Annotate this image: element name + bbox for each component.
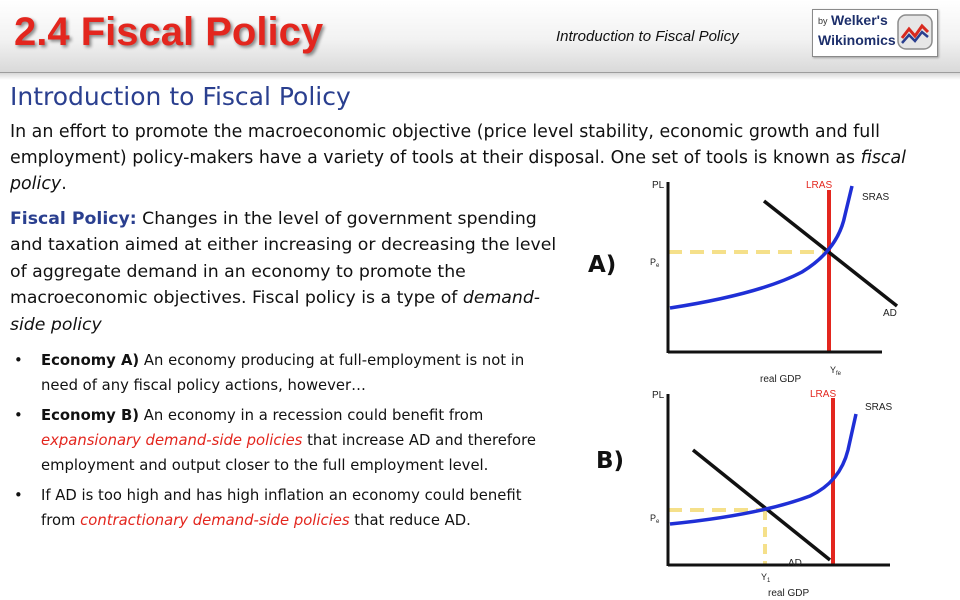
intro-end: . bbox=[61, 174, 67, 194]
slide-header bbox=[0, 0, 960, 73]
bullet-list: • Economy A) An economy producing at ful… bbox=[14, 348, 554, 538]
graph-a-sras-label: SRAS bbox=[862, 192, 890, 203]
graph-a-sras-curve bbox=[669, 185, 854, 310]
bullet-text: If AD is too high and has high inflation… bbox=[41, 487, 522, 529]
fiscal-policy-text: Changes in the level of government spend… bbox=[10, 209, 557, 309]
graph-b-label: B) bbox=[596, 448, 625, 474]
graph-a-ad-label: AD bbox=[883, 308, 897, 319]
graph-a-ad-line bbox=[762, 199, 899, 308]
bullet-tail: that increase AD and therefore employmen… bbox=[41, 432, 536, 474]
bullet-text: An economy in a recession could benefit … bbox=[139, 407, 484, 424]
intro-emphasis: fiscal policy bbox=[10, 148, 906, 194]
logo-sub-text: Wikinomics bbox=[818, 32, 896, 48]
intro-paragraph: In an effort to promote the macroeconomi… bbox=[10, 119, 955, 197]
graph-a-y-axis-label: PL bbox=[652, 180, 665, 191]
graph-b-sras-curve bbox=[669, 413, 858, 526]
fiscal-policy-term: Fiscal Policy: bbox=[10, 209, 137, 229]
graph-b-x-axis-label: real GDP bbox=[768, 588, 809, 599]
graph-b: PL LRAS SRAS AD Pe Y1 real GDP bbox=[650, 389, 893, 599]
section-heading: Introduction to Fiscal Policy bbox=[10, 82, 351, 111]
graph-a-x-axis-label: real GDP bbox=[760, 374, 801, 385]
logo-name-text: Welker's bbox=[831, 12, 888, 28]
graph-a-lras-label: LRAS bbox=[806, 180, 832, 191]
bullet-red-text: contractionary demand-side policies bbox=[80, 512, 350, 529]
graph-b-ad-line bbox=[691, 448, 832, 562]
graph-a: PL LRAS SRAS AD Pe Yfe real GDP bbox=[650, 180, 899, 385]
graph-b-lras-label: LRAS bbox=[810, 389, 836, 400]
header-subtitle: Introduction to Fiscal Policy bbox=[556, 28, 739, 45]
logo-graph-icon bbox=[897, 14, 933, 50]
graph-a-pe-label: Pe bbox=[650, 257, 660, 269]
graph-a-yfe-label: Yfe bbox=[830, 365, 842, 377]
bullet-contractionary: • If AD is too high and has high inflati… bbox=[14, 483, 554, 533]
fiscal-policy-emphasis: demand-side policy bbox=[10, 288, 541, 335]
bullet-tail: that reduce AD. bbox=[349, 512, 471, 529]
graph-a-label: A) bbox=[588, 252, 617, 278]
bullet-bold: Economy B) bbox=[41, 407, 140, 424]
graph-b-y-axis-label: PL bbox=[652, 390, 665, 401]
slide-title: 2.4 Fiscal Policy bbox=[14, 10, 324, 54]
logo-by-text: by bbox=[818, 16, 828, 26]
fiscal-policy-definition: Fiscal Policy: Changes in the level of g… bbox=[10, 206, 570, 338]
bullet-marker: • bbox=[14, 352, 23, 369]
intro-text: In an effort to promote the macroeconomi… bbox=[10, 122, 880, 168]
bullet-bold: Economy A) bbox=[41, 352, 140, 369]
bullet-red-text: expansionary demand-side policies bbox=[41, 432, 303, 449]
header-shadow bbox=[0, 72, 960, 80]
bullet-economy-a: • Economy A) An economy producing at ful… bbox=[14, 348, 554, 398]
graph-b-pe-label: Pe bbox=[650, 513, 660, 525]
wikinomics-logo: by Welker's Wikinomics bbox=[812, 9, 938, 57]
bullet-economy-b: • Economy B) An economy in a recession c… bbox=[14, 403, 554, 478]
graph-b-ad-label: AD bbox=[788, 558, 802, 569]
graph-b-sras-label: SRAS bbox=[865, 402, 893, 413]
bullet-marker: • bbox=[14, 487, 23, 504]
graph-b-y1-label: Y1 bbox=[761, 572, 771, 584]
bullet-marker: • bbox=[14, 407, 23, 424]
bullet-text: An economy producing at full-employment … bbox=[41, 352, 525, 394]
